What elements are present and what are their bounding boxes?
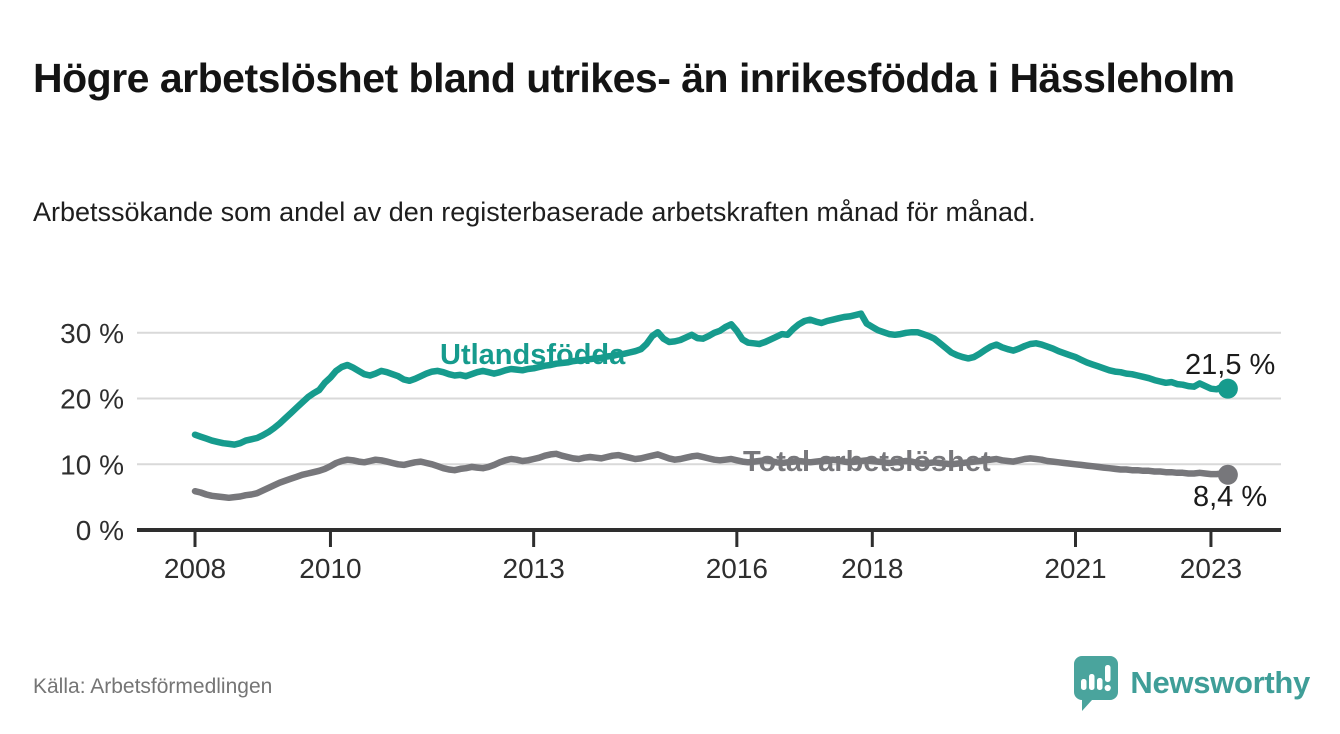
x-axis-tick-label: 2021 — [1044, 553, 1106, 584]
exclamation-dot — [1104, 684, 1112, 692]
newsworthy-logo-icon — [1074, 656, 1119, 711]
series-label-total-arbetsloshet: Total arbetslöshet — [743, 446, 991, 478]
series-end-dot — [1217, 464, 1238, 485]
x-axis-tick-label: 2023 — [1180, 553, 1242, 584]
brand-name: Newsworthy — [1130, 665, 1310, 700]
series-label-utlandsfodda: Utlandsfödda — [440, 339, 626, 371]
end-value-total-arbetsloshet: 8,4 % — [1193, 481, 1268, 513]
x-axis-tick-label: 2013 — [503, 553, 565, 584]
series-line — [191, 310, 1232, 448]
y-axis-tick-label: 0 % — [76, 515, 124, 546]
y-axis-tick-label: 30 % — [60, 318, 124, 349]
series-end-dot — [1217, 378, 1238, 399]
newsworthy-logo: Newsworthy — [1070, 653, 1310, 713]
exclamation-stem — [1105, 665, 1111, 682]
x-axis-tick-label: 2010 — [299, 553, 361, 584]
speech-bubble-shape — [1074, 656, 1119, 711]
page-subtitle: Arbetssökande som andel av den registerb… — [33, 197, 1036, 227]
x-axis-tick-label: 2016 — [706, 553, 768, 584]
bar-1 — [1081, 679, 1087, 690]
bar-3 — [1097, 678, 1103, 690]
bar-2 — [1089, 674, 1095, 690]
series-line — [191, 450, 1232, 502]
x-axis-tick-label: 2018 — [841, 553, 903, 584]
source-note: Källa: Arbetsförmedlingen — [33, 675, 273, 698]
y-axis-tick-label: 10 % — [60, 449, 124, 480]
end-value-utlandsfodda: 21,5 % — [1185, 349, 1276, 381]
page-title: Högre arbetslöshet bland utrikes- än inr… — [33, 55, 1235, 102]
x-axis-tick-label: 2008 — [164, 553, 226, 584]
y-axis-tick-label: 20 % — [60, 384, 124, 415]
